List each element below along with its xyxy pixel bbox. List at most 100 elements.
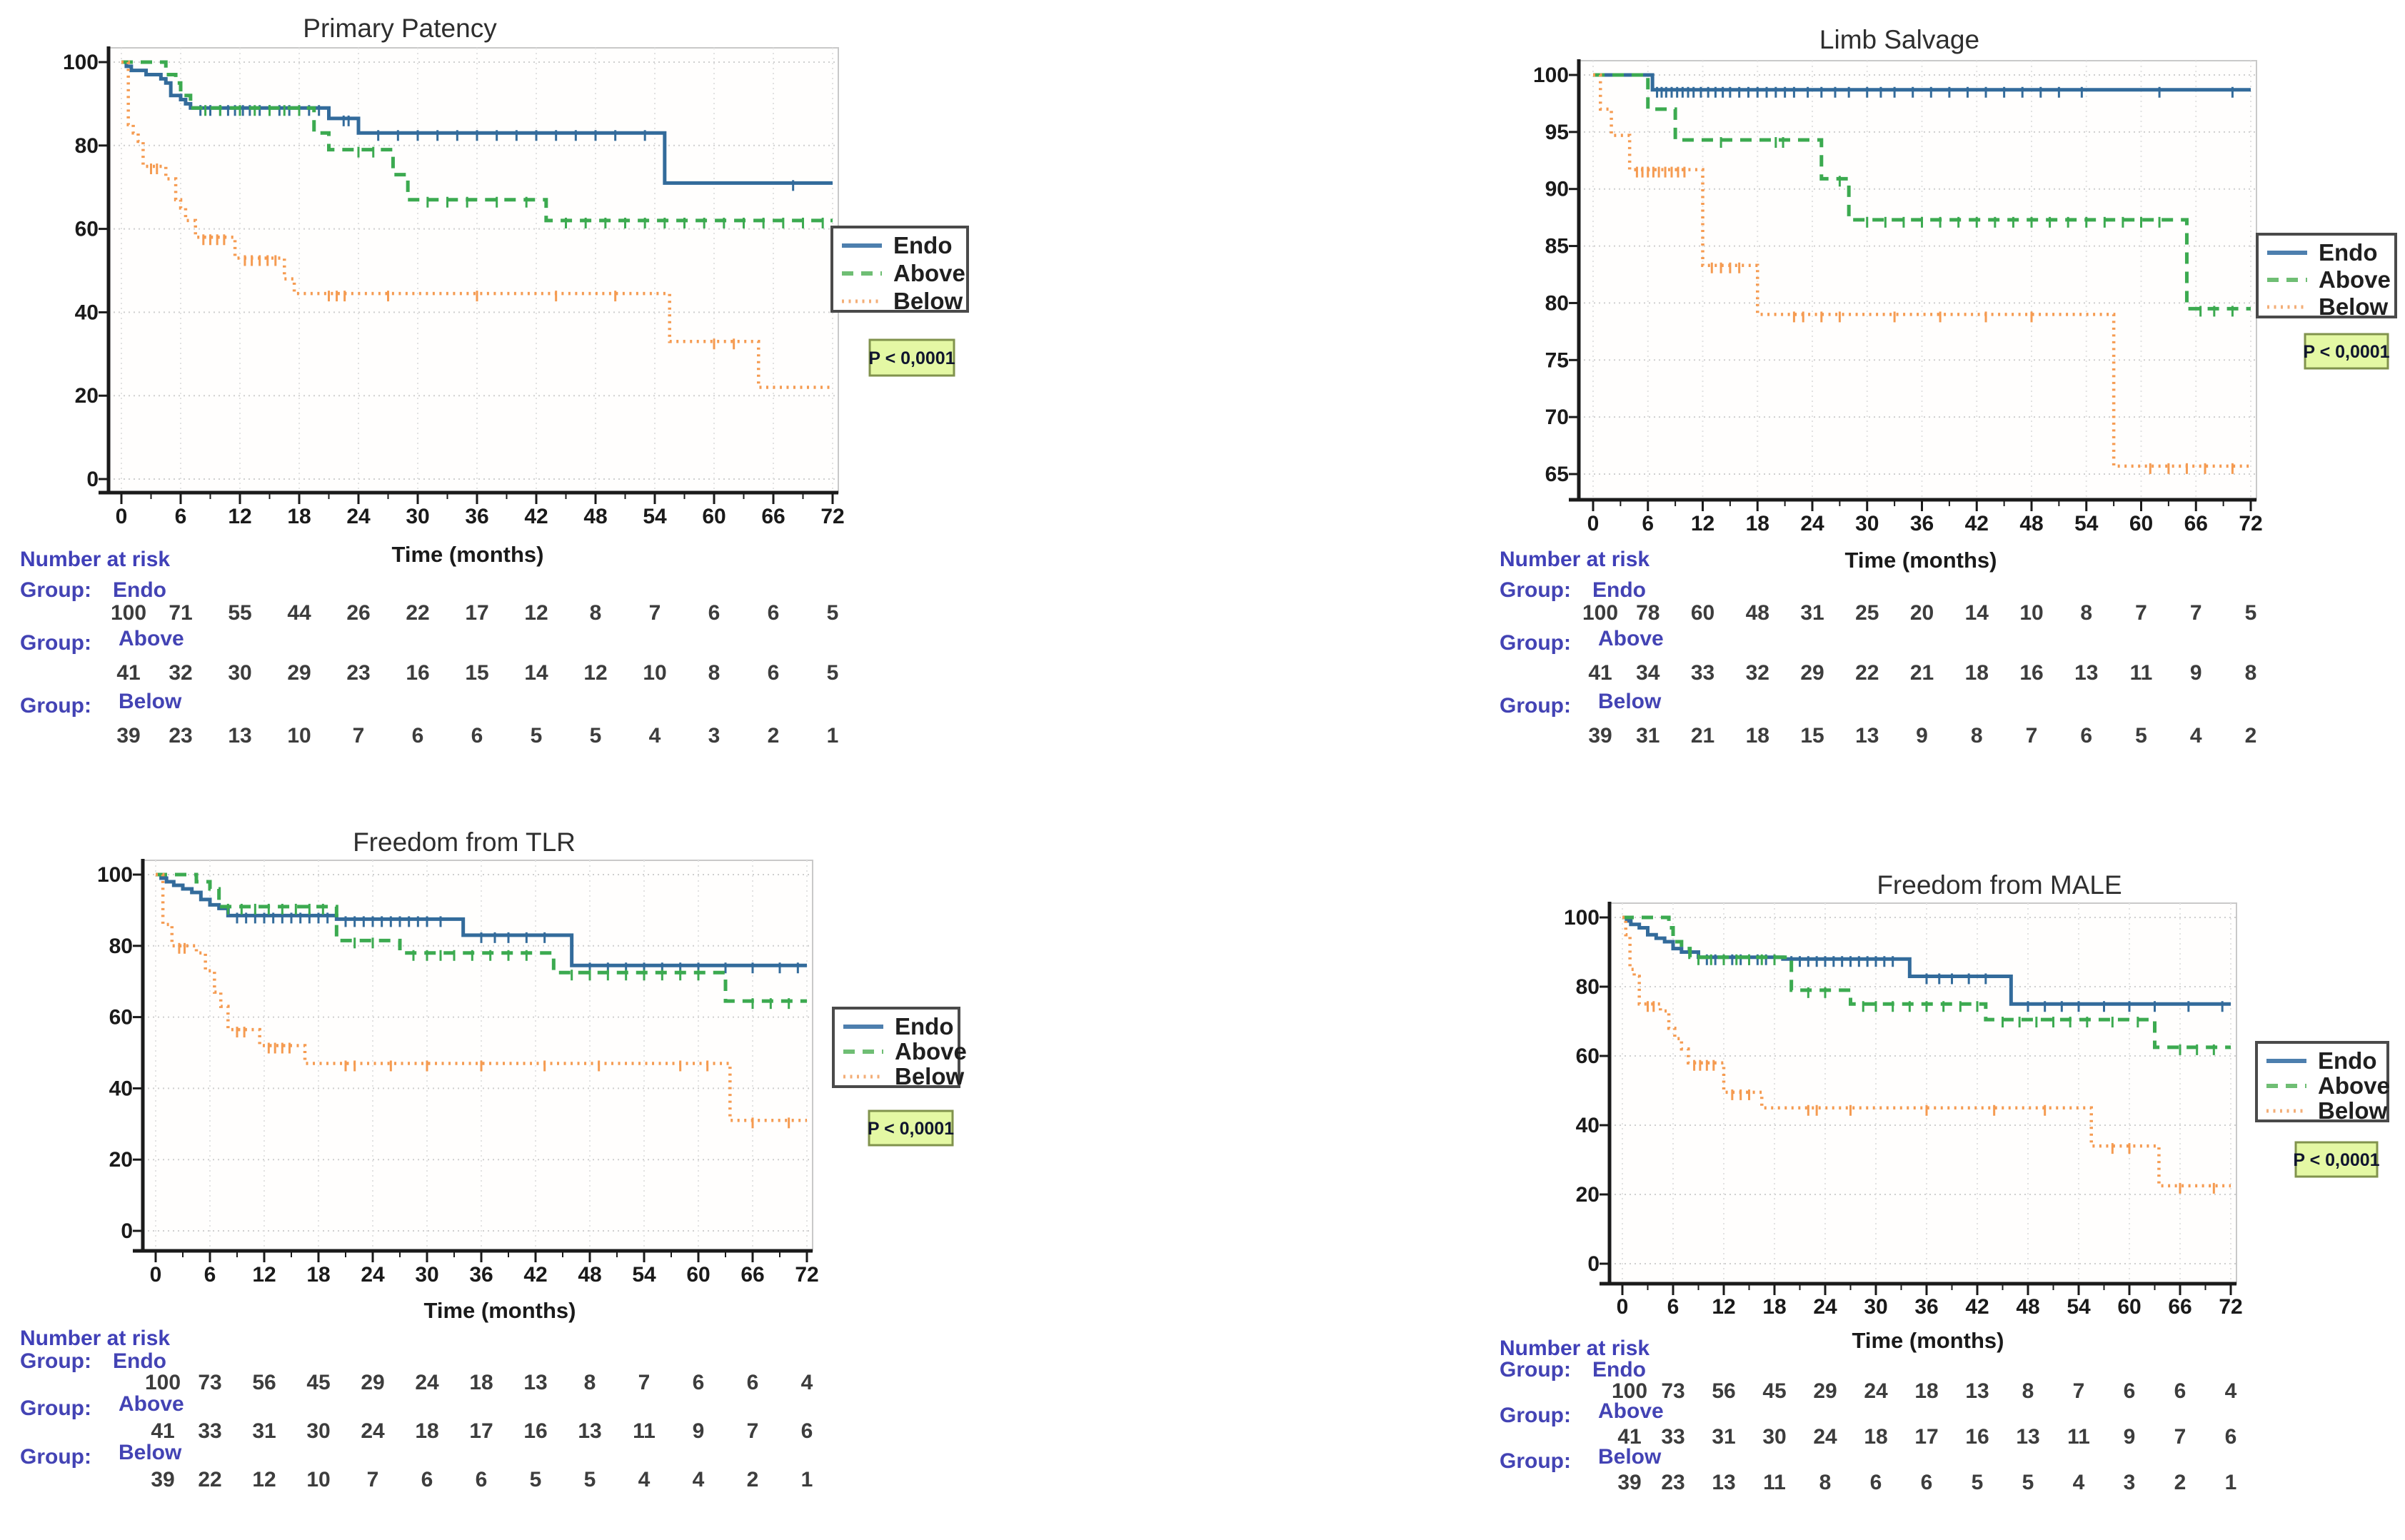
series-endo-censor-ticks [1705, 954, 2224, 1012]
chart-title: Freedom from TLR [353, 827, 576, 857]
chart-title: Limb Salvage [1819, 25, 1979, 54]
risk-count: 18 [1965, 661, 1989, 685]
x-tick-label: 54 [2074, 512, 2099, 535]
x-tick-label: 6 [204, 1263, 216, 1287]
y-tick-label: 85 [1545, 235, 1569, 258]
x-tick-label: 30 [1864, 1295, 1887, 1319]
risk-count: 9 [1916, 724, 1928, 748]
risk-count: 29 [287, 661, 311, 685]
series-above-line [156, 872, 807, 1003]
y-tick-label: 40 [75, 301, 99, 324]
x-tick-label: 60 [702, 505, 725, 528]
risk-count: 39 [1617, 1471, 1641, 1494]
y-tick-label: 60 [109, 1006, 133, 1030]
p-value-box [2304, 333, 2389, 370]
p-value-label: P < 0,0001 [868, 348, 955, 368]
risk-count: 29 [1813, 1379, 1837, 1403]
risk-count: 4 [2190, 724, 2202, 748]
risk-group-name: Endo [113, 578, 166, 602]
risk-count: 5 [531, 724, 543, 748]
risk-count: 20 [1910, 601, 1934, 625]
risk-group-name: Below [119, 1441, 182, 1464]
risk-count: 13 [228, 724, 251, 748]
legend-item-below: Below [842, 288, 963, 314]
series-above-line [1593, 73, 2251, 311]
legend-label: Above [2318, 1072, 2390, 1099]
legend-item-above: Above [843, 1038, 967, 1065]
x-tick-label: 48 [583, 505, 607, 528]
series-below-line [1622, 915, 2231, 1188]
risk-count: 7 [747, 1419, 759, 1443]
risk-count: 10 [306, 1468, 330, 1491]
risk-count: 45 [306, 1371, 330, 1394]
risk-group-prefix: Group: [1500, 578, 1571, 602]
legend-item-endo: Endo [2266, 1047, 2376, 1074]
risk-count: 8 [2245, 661, 2257, 685]
risk-count: 48 [1746, 601, 1769, 625]
series-endo-line [1622, 915, 2231, 1006]
risk-count: 11 [2067, 1425, 2090, 1449]
risk-count: 8 [1971, 724, 1983, 748]
y-tick-label: 0 [1587, 1252, 1600, 1276]
x-tick-label: 12 [1691, 512, 1714, 535]
risk-count: 2 [2174, 1471, 2186, 1494]
risk-count: 6 [708, 601, 721, 625]
risk-count: 8 [584, 1371, 596, 1394]
risk-group-prefix: Group: [20, 578, 91, 602]
risk-group-name: Endo [1592, 578, 1646, 602]
series-above-line [1622, 915, 2231, 1050]
legend-item-endo: Endo [2267, 239, 2377, 266]
risk-count: 2 [2245, 724, 2257, 748]
risk-group-above: Group: Above 41 32 30 29 23 16 15 14 12 10 8 6 5 [20, 627, 838, 685]
risk-header: Number at risk [1500, 548, 1650, 571]
risk-count: 11 [633, 1419, 656, 1443]
risk-count: 10 [287, 724, 311, 748]
risk-count: 16 [2019, 661, 2043, 685]
x-tick-label: 66 [740, 1263, 764, 1287]
risk-count: 13 [1965, 1379, 1989, 1403]
risk-group-prefix: Group: [1500, 1404, 1571, 1427]
p-value-box [868, 338, 955, 377]
p-value-badge: P < 0,0001 [2303, 333, 2390, 370]
risk-count: 41 [1588, 661, 1612, 685]
risk-count: 4 [638, 1468, 651, 1491]
risk-count: 8 [2080, 601, 2092, 625]
series-below-censor-ticks [1635, 166, 2234, 474]
legend-item-above: Above [2267, 266, 2391, 293]
legend-frame [832, 1007, 960, 1088]
legend-item-above: Above [2266, 1072, 2390, 1099]
risk-count: 5 [827, 661, 839, 685]
risk-count: 13 [523, 1371, 547, 1394]
series-above-censor-ticks [1719, 137, 2234, 317]
risk-count: 15 [465, 661, 488, 685]
risk-group-name: Below [1598, 1445, 1662, 1469]
risk-count: 6 [471, 724, 483, 748]
y-tick-label: 60 [75, 218, 99, 241]
x-tick-label: 42 [1965, 1295, 1989, 1319]
x-tick-label: 54 [643, 505, 667, 528]
x-tick-label: 36 [469, 1263, 493, 1287]
risk-count: 8 [590, 601, 602, 625]
risk-group-above: Group: Above 41 34 33 32 29 22 21 18 16 13 11 9 8 [1500, 627, 2256, 685]
plot-area [1578, 60, 2257, 500]
risk-count: 5 [584, 1468, 596, 1491]
legend-item-above: Above [842, 260, 965, 286]
risk-count: 17 [1914, 1425, 1938, 1449]
risk-count: 12 [524, 601, 548, 625]
x-tick-label: 24 [346, 505, 371, 528]
p-value-badge: P < 0,0001 [868, 338, 955, 377]
x-tick-label: 60 [686, 1263, 710, 1287]
plot-area [108, 47, 839, 493]
risk-count: 22 [1855, 661, 1879, 685]
series-above-censor-ticks [204, 105, 824, 228]
risk-count: 100 [145, 1371, 181, 1394]
risk-count: 6 [747, 1371, 759, 1394]
risk-count: 23 [346, 661, 370, 685]
legend-label: Below [2319, 293, 2389, 320]
risk-count: 18 [1914, 1379, 1938, 1403]
